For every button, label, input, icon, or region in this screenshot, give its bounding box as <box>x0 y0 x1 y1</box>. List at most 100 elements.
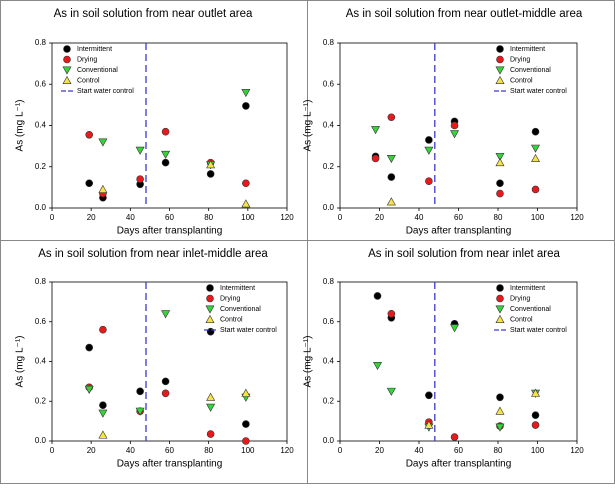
y-tick-label: 0.4 <box>323 357 335 366</box>
legend-label: Control <box>510 77 533 84</box>
point <box>161 377 170 386</box>
x-axis-label: Days after transplanting <box>406 226 512 237</box>
legend-label: Intermittent <box>510 46 545 53</box>
x-tick-label: 120 <box>280 446 294 455</box>
x-tick-label: 20 <box>375 213 384 222</box>
point <box>450 433 459 441</box>
y-tick-label: 0.0 <box>35 203 47 212</box>
point <box>425 177 433 185</box>
y-tick-label: 0.4 <box>35 357 47 366</box>
x-tick-label: 60 <box>165 446 174 455</box>
point <box>99 325 107 334</box>
legend-label: Control <box>510 316 533 323</box>
x-tick-label: 20 <box>375 446 384 455</box>
point <box>85 343 94 352</box>
point <box>84 385 94 394</box>
point <box>387 309 396 318</box>
legend-label: Start water control <box>510 327 567 334</box>
legend-marker <box>206 294 214 303</box>
x-tick-label: 120 <box>570 446 584 455</box>
x-tick-label: 60 <box>454 213 463 222</box>
x-tick-label: 80 <box>494 446 503 455</box>
panel-title: As in soil solution from near inlet area <box>368 248 560 260</box>
legend-marker <box>63 45 71 53</box>
point <box>371 126 381 135</box>
legend-label: Start water control <box>220 327 277 334</box>
point <box>85 130 94 139</box>
point <box>135 407 145 416</box>
point <box>206 160 216 169</box>
point <box>241 89 251 98</box>
point <box>386 155 396 164</box>
legend-label: Drying <box>77 56 97 63</box>
legend-marker <box>496 45 504 53</box>
point <box>206 327 215 336</box>
x-tick-label: 20 <box>87 446 96 455</box>
legend-label: Start water control <box>510 88 567 95</box>
point <box>98 409 108 418</box>
point <box>242 179 250 188</box>
point <box>99 401 107 410</box>
point <box>496 179 504 188</box>
legend-marker <box>495 305 505 314</box>
x-tick-label: 80 <box>494 213 503 222</box>
legend-marker <box>495 314 505 324</box>
y-tick-label: 0.0 <box>35 436 47 445</box>
point <box>161 127 170 136</box>
y-tick-label: 0.2 <box>35 162 47 171</box>
point <box>161 158 170 167</box>
y-tick-label: 0.6 <box>35 317 47 326</box>
point <box>495 423 505 432</box>
x-tick-label: 120 <box>280 213 294 222</box>
y-axis-label: As (mg L⁻¹) <box>303 100 314 152</box>
y-tick-label: 0.8 <box>35 277 47 286</box>
x-tick-label: 40 <box>415 213 424 222</box>
point <box>495 406 505 415</box>
legend-label: Intermittent <box>77 46 112 53</box>
point <box>136 175 144 183</box>
legend-label: Drying <box>510 56 530 63</box>
y-tick-label: 0.0 <box>323 203 335 212</box>
legend-marker <box>495 75 505 84</box>
x-tick-label: 100 <box>531 213 545 222</box>
point <box>85 179 94 188</box>
legend-label: Intermittent <box>510 285 545 292</box>
y-tick-label: 0.2 <box>323 162 335 171</box>
point <box>161 150 171 159</box>
legend-marker <box>205 314 215 324</box>
y-tick-label: 0.8 <box>323 38 335 47</box>
x-tick-label: 0 <box>338 213 343 222</box>
point <box>531 144 541 153</box>
x-tick-label: 60 <box>454 446 463 455</box>
x-tick-label: 100 <box>241 213 255 222</box>
point <box>495 152 505 162</box>
legend-label: Conventional <box>510 67 551 74</box>
point <box>531 411 540 419</box>
legend-label: Intermittent <box>220 285 255 292</box>
point <box>242 437 250 445</box>
point <box>241 199 251 208</box>
x-axis-label: Days after transplanting <box>117 226 223 237</box>
y-axis-label: As (mg L⁻¹) <box>15 100 26 152</box>
panel-title: As in soil solution from near outlet are… <box>54 8 253 20</box>
legend-label: Drying <box>220 295 240 302</box>
x-tick-label: 0 <box>50 446 55 455</box>
point <box>531 185 540 194</box>
point <box>387 173 396 181</box>
y-tick-label: 0.6 <box>323 79 335 88</box>
point <box>242 102 250 110</box>
point <box>450 324 460 333</box>
point <box>242 420 250 428</box>
point <box>206 430 215 438</box>
legend-marker <box>496 55 504 64</box>
point <box>425 136 433 144</box>
point <box>425 391 433 400</box>
x-tick-label: 80 <box>204 213 213 222</box>
point <box>387 113 396 122</box>
y-tick-label: 0.8 <box>35 38 47 47</box>
point <box>496 393 504 402</box>
point <box>161 389 170 398</box>
legend-marker <box>62 66 72 75</box>
point <box>386 387 396 396</box>
point <box>424 146 434 155</box>
